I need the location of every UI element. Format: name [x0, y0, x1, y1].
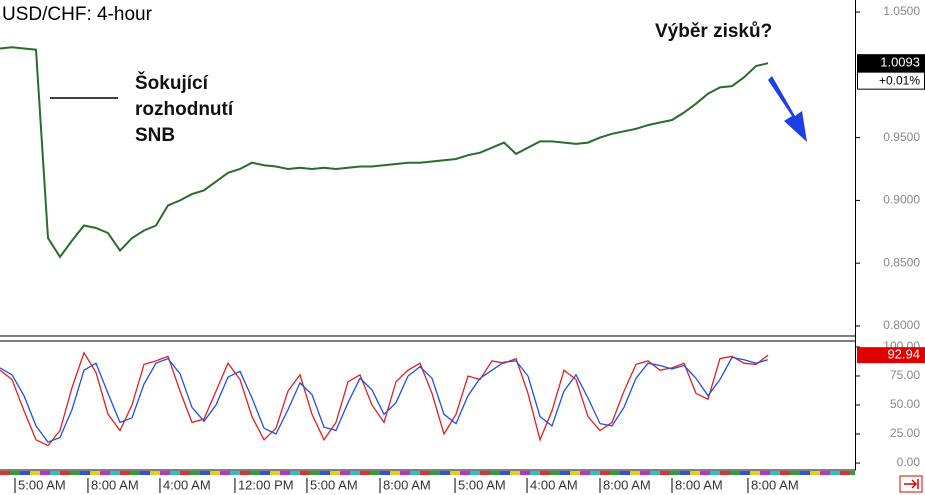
x-tick-label: 5:00 AM — [18, 477, 66, 492]
session-strip — [0, 471, 855, 475]
scroll-icon — [904, 479, 919, 489]
x-tick-label: 5:00 AM — [310, 477, 358, 492]
series-line — [0, 46, 769, 259]
y-tick-label: 1.0500 — [883, 4, 920, 18]
y-tick-label: 0.9500 — [883, 130, 920, 144]
series-line — [0, 356, 769, 443]
y-tick-label: 0.8000 — [883, 318, 920, 332]
y-tick-label: 50.00 — [890, 397, 920, 411]
current-price-box — [857, 54, 925, 73]
x-tick-label: 8:00 AM — [603, 477, 651, 492]
series-line — [0, 351, 769, 447]
current-value-box — [857, 347, 925, 364]
x-tick-label: 4:00 AM — [163, 477, 211, 492]
y-tick-label: 0.9000 — [883, 193, 920, 207]
annotation: rozhodnutí — [135, 99, 234, 120]
annotation: Výběr zisků? — [655, 21, 772, 42]
arrow — [768, 76, 807, 142]
y-tick-label: 75.00 — [890, 368, 920, 382]
annotation: Šokující — [135, 72, 209, 94]
chart-title: USD/CHF: 4-hour — [2, 4, 153, 25]
y-tick-label: 0.8500 — [883, 255, 920, 269]
x-tick-label: 4:00 AM — [530, 477, 578, 492]
y-tick-label: 0.00 — [897, 455, 921, 469]
x-tick-label: 8:00 AM — [383, 477, 431, 492]
x-tick-label: 12:00 PM — [238, 477, 294, 492]
current-value-label: 92.94 — [887, 347, 920, 362]
x-tick-label: 5:00 AM — [458, 477, 506, 492]
current-price-label: 1.0093 — [880, 55, 920, 70]
annotation: SNB — [135, 125, 175, 146]
y-tick-label: 25.00 — [890, 426, 920, 440]
change-label: +0.01% — [879, 73, 920, 87]
x-tick-label: 8:00 AM — [91, 477, 139, 492]
x-tick-label: 8:00 AM — [675, 477, 723, 492]
x-tick-label: 8:00 AM — [751, 477, 799, 492]
